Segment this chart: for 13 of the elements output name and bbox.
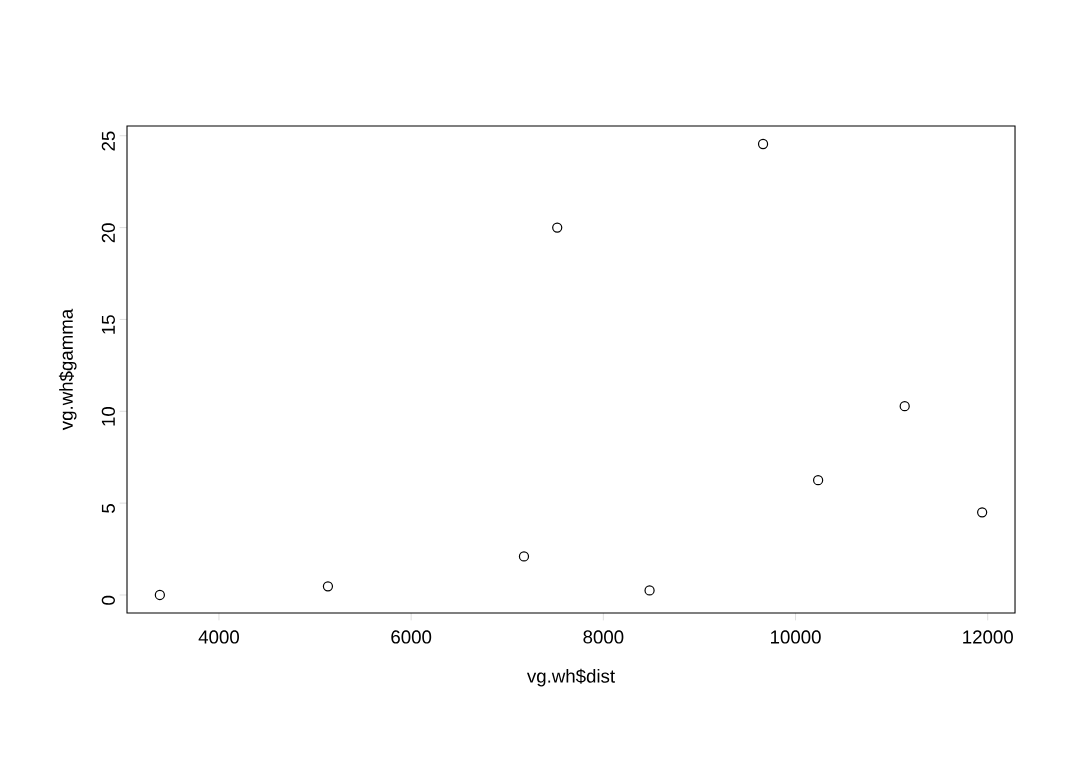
x-tick-label: 10000 xyxy=(771,630,821,644)
y-tick-label: 5 xyxy=(101,504,115,513)
y-axis-title: vg.wh$gamma xyxy=(58,308,77,431)
y-tick-label: 0 xyxy=(101,595,115,605)
x-tick-label: 4000 xyxy=(198,630,239,644)
x-axis-title: vg.wh$dist xyxy=(526,668,615,687)
x-tick-label: 12000 xyxy=(963,630,1013,644)
x-tick-label: 8000 xyxy=(583,630,624,644)
x-tick-label: 6000 xyxy=(391,630,432,644)
y-tick-label: 10 xyxy=(101,406,115,426)
y-tick-label: 25 xyxy=(101,131,115,151)
y-tick-label: 20 xyxy=(101,223,115,243)
y-tick-label: 15 xyxy=(101,315,115,334)
